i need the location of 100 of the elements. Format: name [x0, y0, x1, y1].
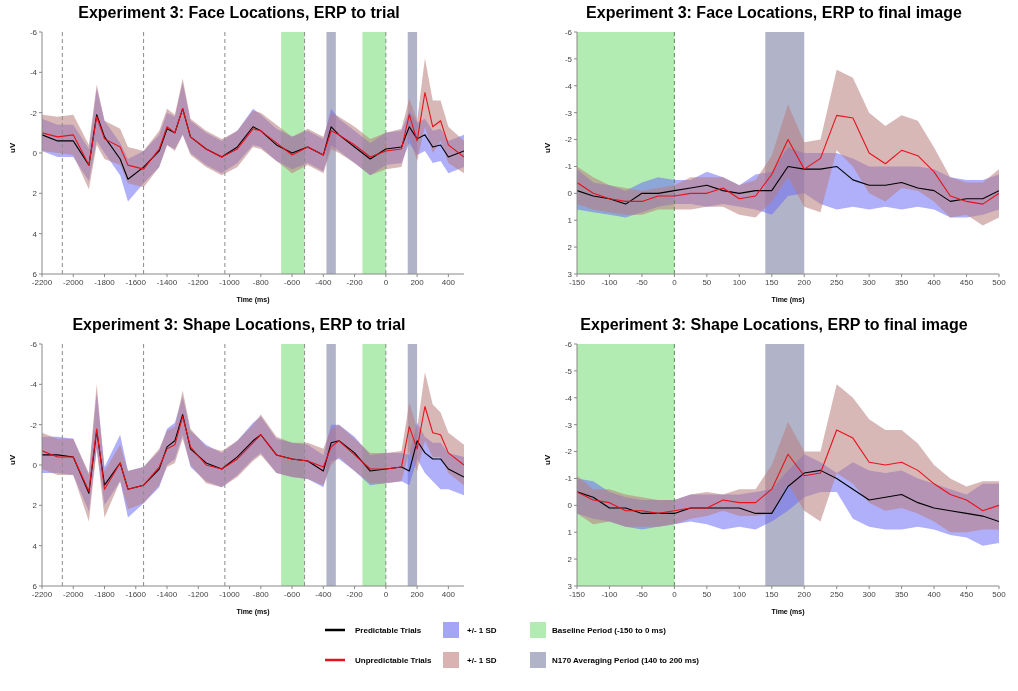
x-tick-label: 500 — [992, 277, 1007, 287]
x-tick-label: -100 — [601, 277, 619, 287]
x-tick-label: -1400 — [156, 277, 178, 287]
x-tick-label: -1000 — [219, 277, 241, 287]
y-tick-label: -3 — [564, 108, 573, 118]
legend-label: Predictable Trials — [355, 626, 422, 635]
y-tick-label: 6 — [32, 581, 38, 591]
y-tick-label: -2 — [564, 447, 573, 457]
y-tick-label: 4 — [32, 229, 38, 239]
y-tick-label: -4 — [29, 380, 38, 390]
line-series — [577, 469, 999, 523]
x-tick-label: 200 — [797, 277, 812, 287]
y-tick-label: -6 — [564, 27, 573, 37]
y-tick-label: -6 — [564, 339, 573, 349]
x-tick-label: 150 — [765, 277, 779, 287]
x-tick-label: 300 — [862, 277, 877, 287]
x-tick-label: 300 — [862, 589, 877, 599]
y-tick-label: 1 — [567, 216, 573, 226]
y-tick-label: -4 — [564, 81, 573, 91]
chart-title: Experiment 3: Face Locations, ERP to final image — [585, 3, 963, 23]
x-tick-label: -200 — [346, 277, 364, 287]
x-tick-label: 400 — [441, 277, 456, 287]
x-tick-label: 200 — [410, 589, 425, 599]
y-tick-label: 2 — [32, 501, 38, 511]
y-tick-label: 0 — [32, 148, 38, 158]
x-tick-label: -1400 — [156, 589, 178, 599]
x-tick-label: -1600 — [125, 589, 147, 599]
chart-title: Experiment 3: Face Locations, ERP to trial — [77, 3, 401, 23]
x-tick-label: -50 — [636, 589, 649, 599]
x-tick-label: 450 — [959, 589, 974, 599]
y-tick-label: -3 — [564, 420, 573, 430]
y-tick-label: -6 — [29, 339, 38, 349]
x-tick-label: -800 — [252, 277, 270, 287]
y-tick-label: -1 — [564, 162, 573, 172]
x-tick-label: 400 — [927, 589, 942, 599]
x-tick-label: -200 — [346, 589, 364, 599]
x-tick-label: 250 — [830, 589, 844, 599]
y-tick-label: 3 — [567, 581, 573, 591]
x-tick-label: -1800 — [94, 589, 116, 599]
y-axis-title: uV — [7, 454, 17, 465]
text: +/- 1 SD — [467, 626, 497, 635]
y-tick-label: 2 — [567, 554, 573, 564]
y-tick-label: 3 — [567, 269, 573, 279]
x-tick-label: -600 — [284, 589, 301, 599]
line-series — [577, 114, 999, 205]
y-tick-label: 2 — [567, 242, 573, 252]
x-tick-label: -150 — [568, 589, 586, 599]
y-axis-title: uV — [542, 142, 552, 153]
x-tick-label: 400 — [927, 277, 942, 287]
x-tick-label: 100 — [732, 277, 747, 287]
x-tick-label: 350 — [894, 589, 909, 599]
y-axis-title: uV — [7, 142, 17, 153]
y-tick-label: 0 — [567, 189, 573, 199]
y-tick-label: -2 — [29, 420, 38, 430]
x-tick-label: 150 — [765, 589, 779, 599]
x-tick-label: 0 — [383, 277, 389, 287]
x-tick-label: 500 — [992, 589, 1007, 599]
x-tick-label: -2000 — [63, 277, 85, 287]
x-tick-label: 50 — [702, 589, 712, 599]
x-tick-label: -1200 — [188, 277, 210, 287]
x-tick-label: -100 — [601, 589, 619, 599]
y-tick-label: -2 — [29, 108, 38, 118]
x-tick-label: -1200 — [188, 589, 210, 599]
x-tick-label: 200 — [410, 277, 425, 287]
y-axis-title: uV — [542, 454, 552, 465]
x-tick-label: 100 — [732, 589, 747, 599]
y-tick-label: 2 — [32, 189, 38, 199]
x-tick-label: 0 — [672, 589, 678, 599]
y-tick-label: 0 — [32, 460, 38, 470]
y-tick-label: 6 — [32, 269, 38, 279]
x-tick-label: -600 — [284, 277, 301, 287]
legend-label: Unpredictable Trials — [355, 656, 433, 665]
x-tick-label: -1000 — [219, 589, 241, 599]
x-tick-label: 200 — [797, 589, 812, 599]
x-tick-label: -400 — [315, 277, 332, 287]
x-tick-label: -1800 — [94, 277, 116, 287]
x-tick-label: 350 — [894, 277, 909, 287]
x-tick-label: -2200 — [31, 589, 53, 599]
text: +/- 1 SD — [467, 656, 497, 665]
y-tick-label: -4 — [29, 68, 38, 78]
x-tick-label: 250 — [830, 277, 844, 287]
y-tick-label: 4 — [32, 541, 38, 551]
legend-label: Baseline Period (-150 to 0 ms) — [552, 626, 667, 635]
line-series — [42, 91, 464, 170]
y-tick-label: 0 — [567, 501, 573, 511]
x-tick-label: 50 — [702, 277, 712, 287]
x-tick-label: -800 — [252, 589, 270, 599]
y-tick-label: -2 — [564, 135, 573, 145]
y-tick-label: -5 — [564, 366, 573, 376]
line-series — [577, 429, 999, 514]
legend-label: N170 Averaging Period (140 to 200 ms) — [552, 656, 700, 665]
x-tick-label: 0 — [672, 277, 678, 287]
x-tick-label: -150 — [568, 277, 586, 287]
x-tick-label: 400 — [441, 589, 456, 599]
x-tick-label: -2000 — [63, 589, 85, 599]
chart-title: Experiment 3: Shape Locations, ERP to final image — [579, 315, 969, 335]
x-tick-label: 450 — [959, 277, 974, 287]
y-tick-label: 1 — [567, 528, 573, 538]
y-tick-label: -1 — [564, 474, 573, 484]
chart-title: Experiment 3: Shape Locations, ERP to trial — [71, 315, 407, 335]
